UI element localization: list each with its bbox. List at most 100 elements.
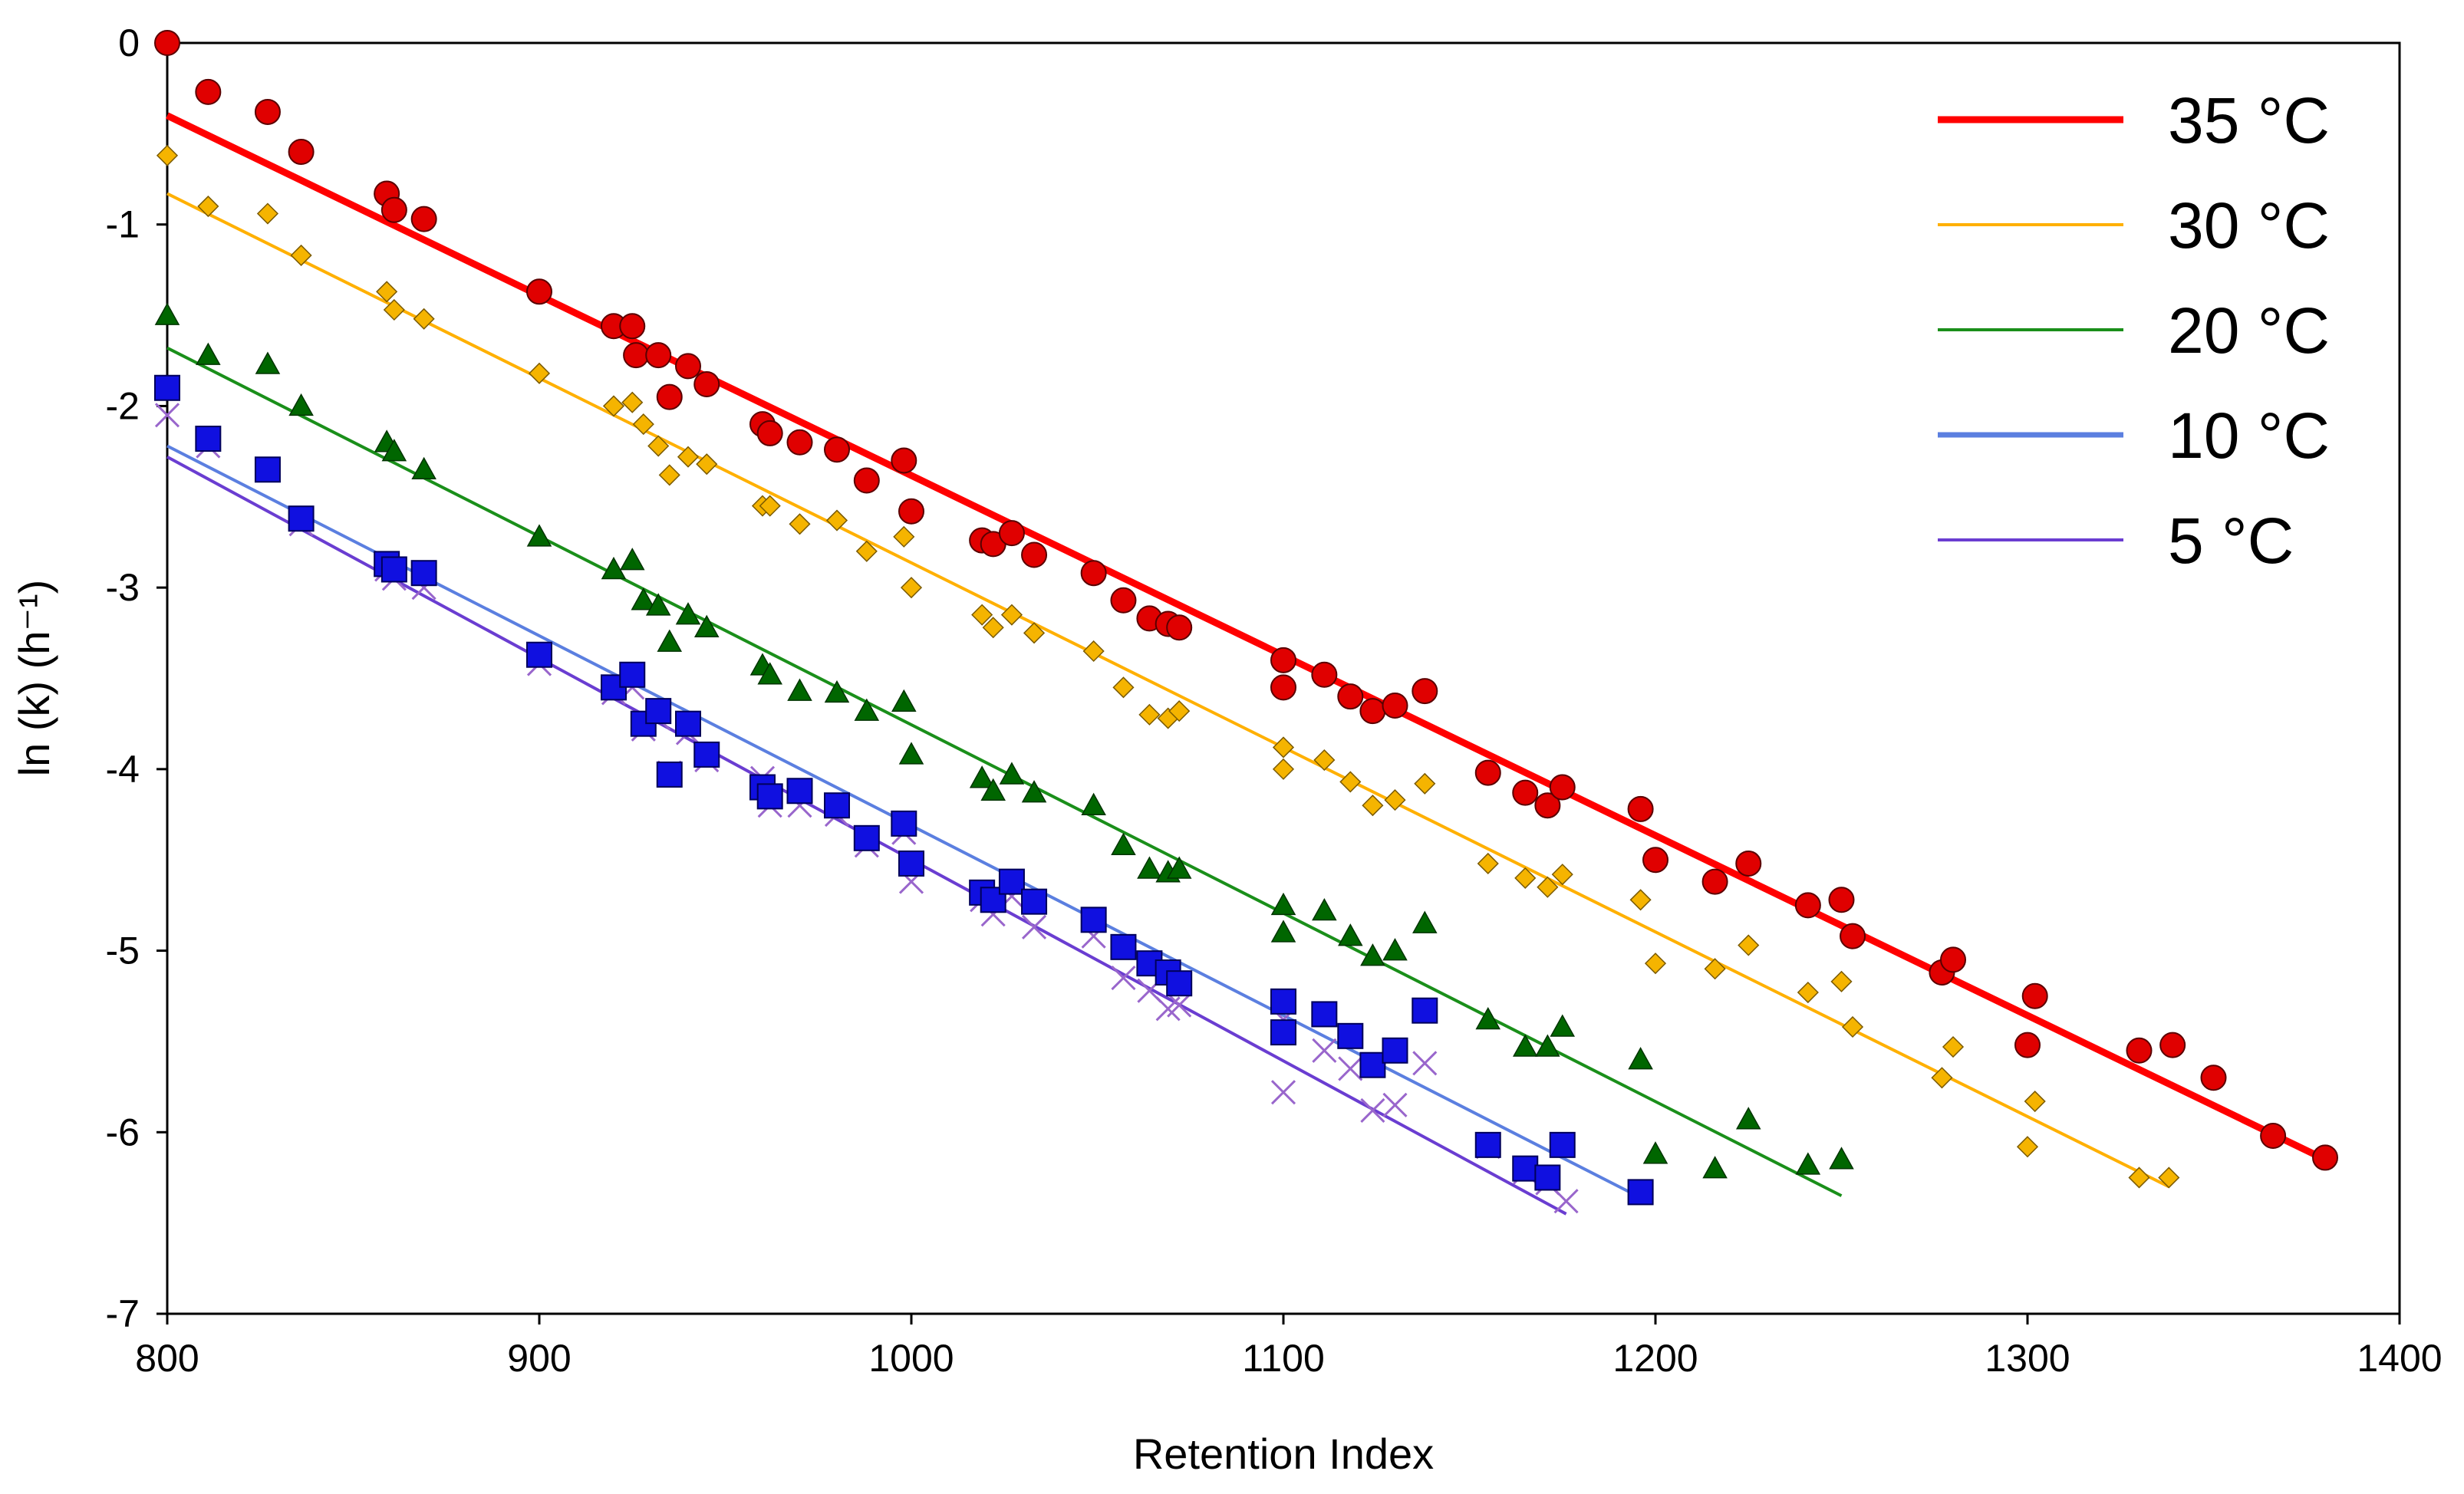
fit-line-2 xyxy=(166,346,1843,1197)
series-1-point xyxy=(677,446,700,468)
series-1-point xyxy=(1112,676,1135,699)
series-3-point xyxy=(288,505,315,532)
series-1-point xyxy=(1023,622,1046,644)
series-2-point xyxy=(898,742,924,765)
series-3-point xyxy=(1382,1037,1408,1064)
x-tick-label: 1300 xyxy=(1985,1337,2070,1380)
series-0-point xyxy=(288,139,315,166)
series-1-point xyxy=(855,540,878,562)
series-1-point xyxy=(290,244,312,267)
series-0-point xyxy=(1382,693,1408,719)
series-1-point xyxy=(1841,1015,1864,1038)
series-2-point xyxy=(601,556,627,580)
series-0-point xyxy=(2126,1037,2153,1064)
series-4-point xyxy=(1270,1080,1296,1105)
series-0-point xyxy=(619,313,646,340)
series-0-point xyxy=(1794,892,1821,919)
series-4-point xyxy=(1021,914,1047,940)
series-2-point xyxy=(1795,1152,1821,1175)
series-1-point xyxy=(971,604,993,626)
series-3-point xyxy=(998,868,1025,895)
series-1-point xyxy=(1514,867,1537,889)
series-0-point xyxy=(898,498,924,525)
series-4-point xyxy=(1360,1097,1385,1123)
series-2-point xyxy=(1360,943,1385,966)
series-2-point xyxy=(1312,897,1337,921)
series-2-point xyxy=(1642,1141,1668,1164)
series-0-point xyxy=(1549,774,1576,801)
x-tick-label: 900 xyxy=(507,1337,571,1380)
series-2-point xyxy=(1550,1014,1576,1037)
series-1-point xyxy=(893,525,915,548)
series-1-point xyxy=(759,495,781,517)
legend-label: 10 °C xyxy=(2168,400,2330,472)
series-3-point xyxy=(645,698,672,725)
series-3-point xyxy=(1021,888,1048,915)
series-3-point xyxy=(410,560,437,587)
series-2-point xyxy=(154,302,180,325)
series-1-point xyxy=(1000,604,1023,626)
x-tick-label: 1100 xyxy=(1242,1337,1325,1380)
series-3-point xyxy=(619,661,646,688)
series-1-point xyxy=(1830,970,1853,992)
y-axis-title: ln (k) (h⁻¹) xyxy=(10,580,58,777)
series-1-point xyxy=(1704,958,1726,980)
series-3-point xyxy=(656,761,683,788)
series-0-point xyxy=(1840,923,1866,949)
series-3-point xyxy=(1337,1022,1364,1049)
series-1-point xyxy=(413,308,435,330)
y-tick-label: -4 xyxy=(106,748,140,791)
series-3-point xyxy=(786,778,813,805)
series-0-point xyxy=(1534,792,1561,819)
y-tick-label: -1 xyxy=(106,203,140,246)
series-0-point xyxy=(2260,1123,2287,1150)
series-2-point xyxy=(196,342,221,365)
series-2-point xyxy=(381,439,407,462)
series-2-point xyxy=(1338,923,1363,946)
series-1-point xyxy=(2158,1167,2180,1189)
series-1-point xyxy=(197,195,219,218)
series-1-point xyxy=(1082,640,1105,663)
series-3-point xyxy=(1627,1179,1654,1206)
series-2-point xyxy=(1166,856,1192,879)
series-0-point xyxy=(1337,683,1364,710)
y-tick-label: -2 xyxy=(106,384,140,427)
series-0-point xyxy=(1311,661,1338,688)
series-1-point xyxy=(383,298,405,321)
series-4-point xyxy=(1312,1038,1337,1063)
series-2-point xyxy=(1735,1107,1761,1130)
series-2-point xyxy=(787,678,812,701)
series-0-point xyxy=(154,30,180,56)
x-axis-title: Retention Index xyxy=(1133,1430,1434,1478)
series-3-point xyxy=(675,710,701,737)
series-1-point xyxy=(1629,889,1652,911)
series-0-point xyxy=(195,78,222,105)
series-3-point xyxy=(526,641,552,668)
series-1-point xyxy=(602,395,625,417)
series-1-point xyxy=(1931,1067,1953,1089)
series-4-point xyxy=(154,403,180,428)
series-1-point xyxy=(156,144,179,166)
series-4-point xyxy=(1382,1092,1408,1117)
series-1-point xyxy=(1313,749,1336,772)
series-2-point xyxy=(999,762,1025,785)
series-1-point xyxy=(256,202,279,225)
series-2-point xyxy=(1475,1006,1501,1030)
series-3-point xyxy=(1534,1164,1561,1191)
series-3-point xyxy=(1080,907,1107,933)
series-0-point xyxy=(1080,560,1107,587)
series-2-point xyxy=(1512,1034,1538,1057)
series-2-point xyxy=(980,778,1006,801)
series-0-point xyxy=(1940,946,1966,973)
series-0-point xyxy=(380,196,407,223)
series-0-point xyxy=(1270,674,1296,701)
series-2-point xyxy=(1535,1034,1560,1057)
series-0-point xyxy=(2014,1032,2041,1058)
y-tick-label: -7 xyxy=(106,1292,140,1335)
series-0-point xyxy=(824,436,850,463)
series-2-point xyxy=(619,548,645,571)
series-3-point xyxy=(1359,1051,1386,1078)
series-0-point xyxy=(891,447,917,474)
fit-line-1 xyxy=(166,192,2170,1189)
series-3-point xyxy=(1270,988,1296,1015)
